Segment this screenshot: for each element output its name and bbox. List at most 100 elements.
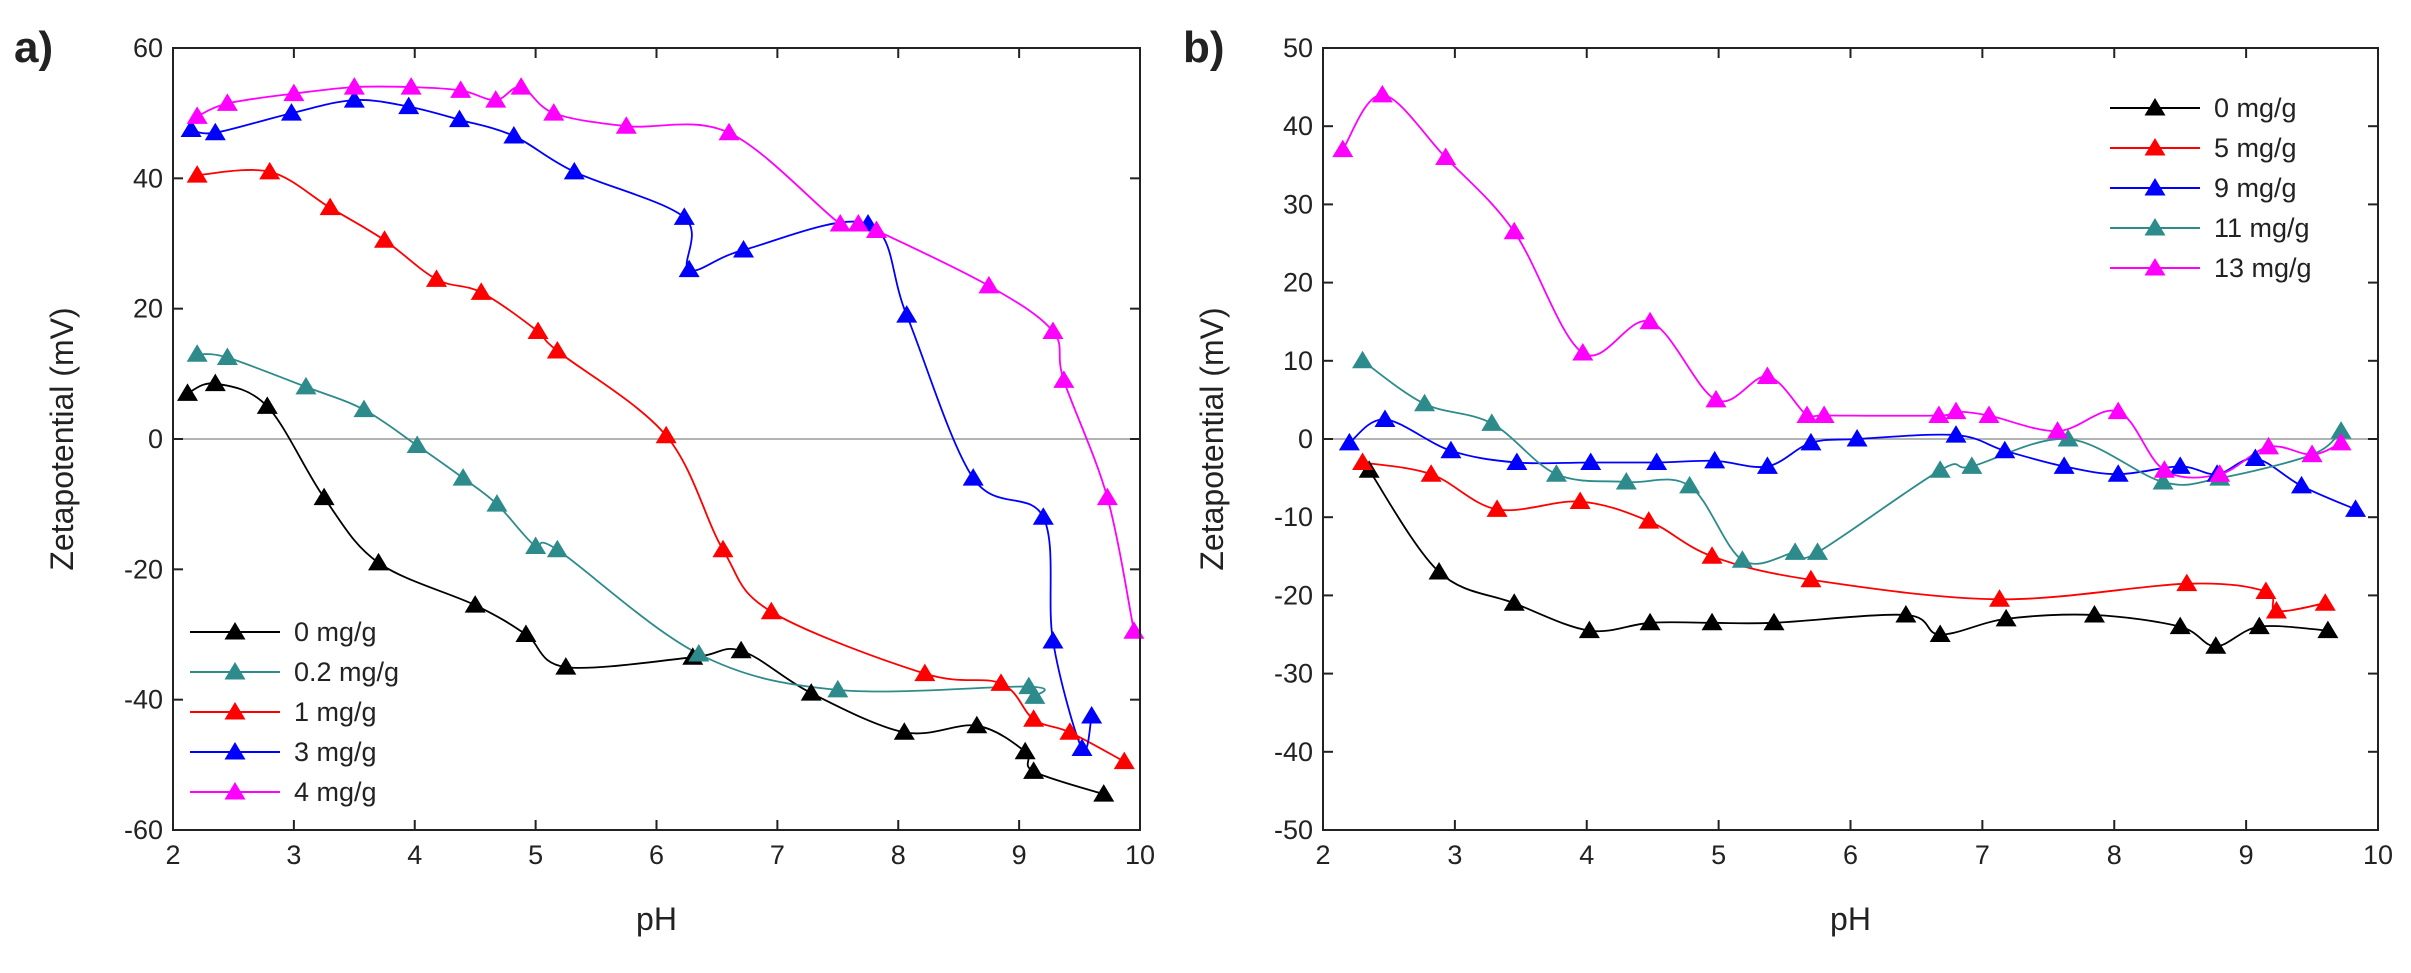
data-point <box>1989 589 2011 607</box>
data-point <box>2107 464 2129 482</box>
y-tick-label: 0 <box>148 424 163 454</box>
y-tick-label: 60 <box>133 33 163 63</box>
data-point <box>216 93 238 111</box>
data-point <box>733 240 755 258</box>
data-point <box>295 376 317 395</box>
data-point <box>2152 472 2174 490</box>
data-point <box>1961 456 1983 474</box>
data-point <box>259 161 281 180</box>
data-point <box>353 399 375 418</box>
data-point <box>990 673 1012 691</box>
data-point <box>2330 421 2352 439</box>
data-point <box>563 161 585 180</box>
x-tick-label: 10 <box>1125 840 1155 870</box>
data-point <box>177 383 199 401</box>
x-axis-title: pH <box>636 901 677 937</box>
data-point <box>2301 444 2323 463</box>
data-point <box>546 539 568 558</box>
data-point <box>1731 550 1753 568</box>
data-point <box>1414 393 1436 412</box>
data-point <box>962 468 984 486</box>
data-point <box>283 83 305 102</box>
data-point <box>847 213 869 232</box>
legend-marker <box>2144 138 2166 156</box>
data-point <box>1023 761 1045 779</box>
data-point <box>319 197 341 216</box>
data-point <box>2265 601 2287 619</box>
data-point <box>1846 429 1868 447</box>
data-point <box>406 435 428 454</box>
data-point <box>1093 784 1115 802</box>
data-point <box>452 468 474 486</box>
y-tick-label: -60 <box>124 815 163 845</box>
data-point <box>1545 464 1567 482</box>
data-point <box>1503 593 1525 611</box>
legend-marker <box>224 702 246 720</box>
data-point <box>1701 546 1723 564</box>
x-tick-label: 6 <box>1843 840 1858 870</box>
x-tick-label: 5 <box>528 840 543 870</box>
y-tick-label: 10 <box>1283 346 1313 376</box>
legend-label: 13 mg/g <box>2214 253 2312 283</box>
data-point <box>1705 389 1727 408</box>
data-point <box>1486 499 1508 517</box>
data-point <box>186 344 208 362</box>
data-point <box>204 122 226 141</box>
data-point <box>1572 342 1594 361</box>
data-point <box>1440 440 1462 459</box>
data-point <box>1096 487 1118 506</box>
x-tick-label: 10 <box>2363 840 2393 870</box>
legend-label: 1 mg/g <box>294 697 377 727</box>
data-point <box>1042 321 1064 339</box>
data-point <box>555 657 577 675</box>
data-point <box>1784 542 1806 560</box>
legend-marker <box>224 662 246 680</box>
x-tick-label: 9 <box>2239 840 2254 870</box>
data-point <box>1420 464 1442 482</box>
legend-label: 11 mg/g <box>2214 213 2310 243</box>
x-tick-label: 9 <box>1012 840 1027 870</box>
data-point <box>367 552 389 571</box>
data-point <box>1024 686 1046 704</box>
data-point <box>718 122 740 141</box>
x-tick-label: 3 <box>286 840 301 870</box>
data-point <box>280 103 302 121</box>
legend: 0 mg/g 0.2 mg/g 1 mg/g 3 mg/g 4 mg/g <box>190 617 399 807</box>
data-point <box>2291 475 2313 494</box>
data-point <box>1756 456 1778 474</box>
data-point <box>2053 456 2075 474</box>
legend-marker <box>224 742 246 760</box>
series-line <box>196 85 1135 632</box>
series-line <box>190 99 1093 752</box>
x-tick-label: 4 <box>1579 840 1594 870</box>
data-point <box>1945 425 1967 443</box>
data-point <box>1503 221 1525 240</box>
data-point <box>1615 472 1637 490</box>
series-line <box>1348 418 2356 511</box>
data-point <box>1928 405 1950 424</box>
x-tick-label: 7 <box>770 840 785 870</box>
data-point <box>2209 464 2231 482</box>
y-tick-label: -20 <box>124 554 163 584</box>
data-point <box>678 259 700 278</box>
panel-b: b) 2 3 4 5 6 7 8 9 10 -50 -40 -30 -20 -10 0 10 20 30 40 50 pH… <box>1183 23 2393 937</box>
data-point <box>1032 507 1054 525</box>
data-point <box>180 119 202 137</box>
data-point <box>1428 561 1450 580</box>
x-tick-label: 2 <box>1315 840 1330 870</box>
data-point <box>313 487 335 506</box>
data-point <box>464 595 486 613</box>
data-point <box>966 715 988 734</box>
data-point <box>2169 456 2191 474</box>
data-point <box>655 425 677 444</box>
data-point <box>615 116 637 134</box>
y-tick-label: -40 <box>1274 737 1313 767</box>
y-tick-label: -10 <box>1274 502 1313 532</box>
y-tick-label: 50 <box>1283 33 1313 63</box>
legend-marker <box>224 622 246 640</box>
data-point <box>1796 405 1818 424</box>
data-point <box>1756 366 1778 384</box>
series-line <box>187 382 1104 796</box>
data-point <box>216 347 238 366</box>
data-point <box>1800 432 1822 451</box>
